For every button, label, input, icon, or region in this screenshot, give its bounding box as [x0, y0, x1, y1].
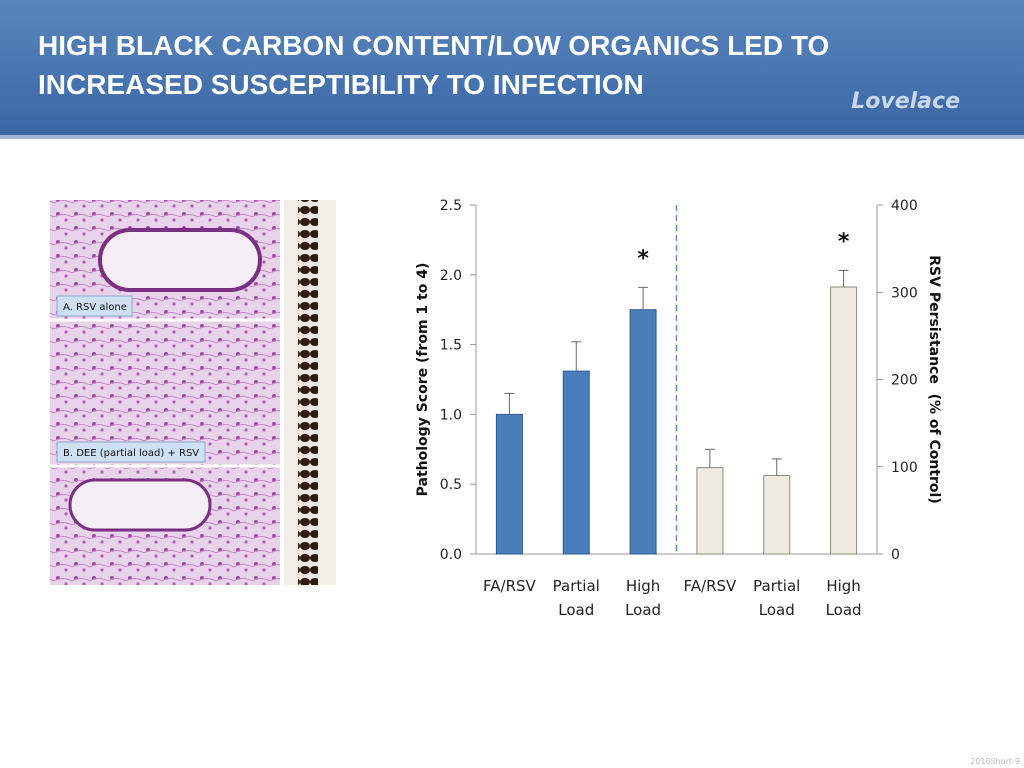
x-tick-label: High Load: [825, 577, 862, 619]
y-tick-label: 0.5: [440, 477, 462, 493]
y2-tick-label: 0: [891, 547, 900, 563]
header-rule: [0, 135, 1024, 139]
y2-axis-label: RSV Persistance (% of Control): [926, 255, 942, 504]
header-band: [0, 0, 1024, 135]
airway: [68, 478, 212, 532]
panel-label: A. RSV alone: [63, 302, 127, 313]
y2-tick-label: 300: [891, 285, 918, 301]
x-tick-label: Partial Load: [753, 577, 801, 619]
y2-tick-label: 200: [891, 373, 918, 389]
slide-title: HIGH BLACK CARBON CONTENT/LOW ORGANICS L…: [38, 30, 830, 100]
panel-label: B. DEE (partial load) + RSV: [63, 448, 199, 459]
bar: [763, 474, 791, 555]
bar: [696, 467, 724, 555]
bar: [629, 309, 657, 555]
x-tick-label: FA/RSV: [483, 577, 536, 595]
stain-cells: [298, 200, 318, 585]
y-axis-label: Pathology Score (from 1 to 4): [415, 263, 431, 497]
panel-label-box: [56, 295, 133, 317]
airway: [98, 228, 262, 292]
footer: 2010Short-9: [970, 757, 1020, 766]
x-tick-label: Partial Load: [552, 577, 600, 619]
significance-marker: *: [637, 246, 649, 271]
logo: Lovelace: [851, 89, 960, 114]
y-tick-label: 1.5: [440, 338, 462, 354]
panel-label-box: [56, 441, 206, 463]
x-tick-label: High Load: [625, 577, 662, 619]
y2-tick-label: 100: [891, 460, 918, 476]
x-tick-label: FA/RSV: [683, 577, 737, 595]
y-tick-label: 1.0: [440, 407, 462, 423]
y-tick-label: 2.0: [440, 268, 462, 284]
significance-marker: *: [838, 229, 850, 254]
y-tick-label: 0.0: [440, 547, 462, 563]
y-tick-label: 2.5: [440, 198, 462, 214]
bar: [562, 370, 590, 555]
bar: [830, 286, 858, 555]
bar: [495, 413, 523, 555]
y2-tick-label: 400: [891, 198, 918, 214]
